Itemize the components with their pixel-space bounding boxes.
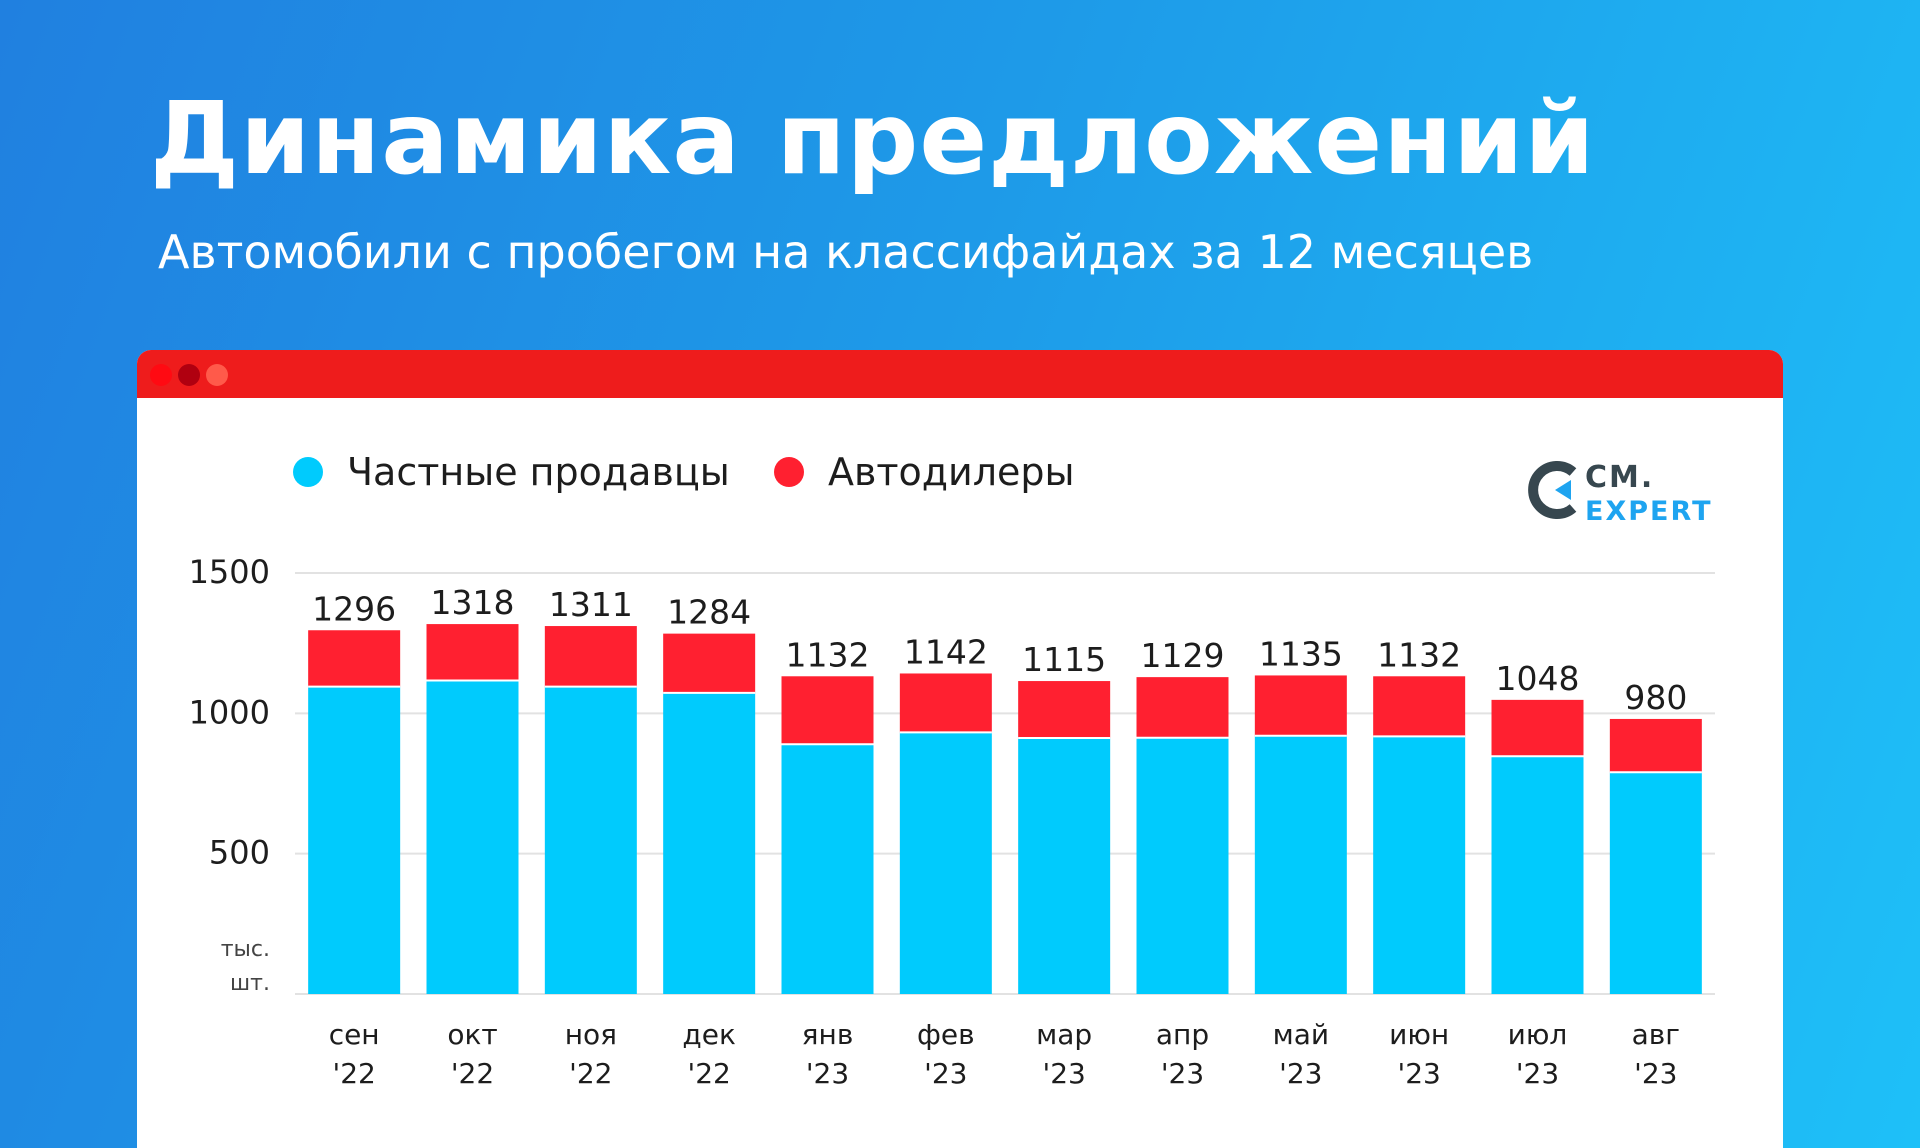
page-subtitle: Автомобили с пробегом на классифайдах за…: [158, 225, 1534, 279]
x-tick-year-label: '23: [1279, 1057, 1322, 1090]
bar-dealers: [426, 624, 519, 681]
y-axis-unit-label: шт.: [230, 971, 270, 996]
bar-dealers: [308, 630, 401, 687]
bar-total-label: 1132: [786, 635, 870, 674]
y-tick-label: 1000: [189, 693, 270, 731]
x-tick-year-label: '23: [1516, 1057, 1559, 1090]
bar-total-label: 980: [1624, 678, 1687, 717]
window-maximize-dot: [206, 364, 228, 386]
bar-private-sellers: [1136, 737, 1229, 994]
bar-total-label: 1142: [904, 632, 988, 671]
bar-private-sellers: [1018, 738, 1111, 994]
legend-private-label: Частные продавцы: [347, 450, 730, 494]
bar-private-sellers: [899, 732, 992, 994]
window-title-bar: [137, 350, 1783, 398]
x-tick-month-label: мар: [1036, 1018, 1092, 1051]
bar-private-sellers: [426, 680, 519, 994]
bar-dealers: [663, 633, 756, 693]
x-tick-month-label: май: [1273, 1018, 1329, 1051]
x-tick-month-label: июл: [1508, 1018, 1568, 1051]
x-tick-year-label: '22: [451, 1057, 494, 1090]
cm-expert-logo: CM. EXPERT: [1527, 458, 1711, 528]
bar-dealers: [1018, 681, 1111, 739]
x-tick-month-label: фев: [917, 1018, 975, 1051]
bar-total-label: 1135: [1259, 634, 1343, 673]
x-tick-year-label: '22: [688, 1057, 731, 1090]
bar-dealers: [1136, 677, 1229, 738]
bar-total-label: 1284: [667, 593, 751, 632]
y-tick-label: 1500: [189, 553, 270, 591]
x-tick-year-label: '23: [1161, 1057, 1204, 1090]
bar-private-sellers: [544, 686, 637, 994]
bar-dealers: [1373, 676, 1466, 737]
bar-private-sellers: [1609, 772, 1702, 994]
legend-dealers: Автодилеры: [774, 450, 1075, 494]
legend-private-dot: [293, 457, 323, 487]
bar-total-label: 1311: [549, 585, 633, 624]
x-tick-month-label: июн: [1389, 1018, 1449, 1051]
bar-private-sellers: [781, 744, 874, 994]
bar-private-sellers: [663, 692, 756, 994]
bar-dealers: [899, 673, 992, 733]
bar-dealers: [1491, 699, 1584, 757]
legend-private-sellers: Частные продавцы: [293, 450, 730, 494]
page-title: Динамика предложений: [150, 80, 1596, 197]
y-tick-label: 500: [209, 834, 270, 872]
bar-dealers: [1254, 675, 1347, 736]
bar-total-label: 1048: [1496, 659, 1580, 698]
bar-total-label: 1318: [431, 583, 515, 622]
legend-dealers-label: Автодилеры: [828, 450, 1075, 494]
bar-private-sellers: [1373, 736, 1466, 994]
x-tick-month-label: дек: [682, 1018, 736, 1051]
x-tick-month-label: янв: [802, 1018, 854, 1051]
x-tick-month-label: авг: [1632, 1018, 1680, 1051]
logo-text-expert: EXPERT: [1585, 496, 1713, 527]
x-tick-year-label: '23: [1398, 1057, 1441, 1090]
x-tick-year-label: '22: [333, 1057, 376, 1090]
x-tick-month-label: ноя: [565, 1018, 617, 1051]
window-close-dot: [150, 364, 172, 386]
x-tick-year-label: '22: [569, 1057, 612, 1090]
bar-total-label: 1115: [1022, 640, 1106, 679]
x-tick-month-label: сен: [329, 1018, 380, 1051]
bar-total-label: 1296: [312, 589, 396, 628]
bar-dealers: [544, 626, 637, 687]
bar-private-sellers: [1254, 735, 1347, 994]
bar-total-label: 1132: [1377, 635, 1461, 674]
x-tick-year-label: '23: [1634, 1057, 1677, 1090]
x-tick-year-label: '23: [1043, 1057, 1086, 1090]
logo-text-cm: CM.: [1585, 460, 1655, 495]
x-tick-month-label: окт: [447, 1018, 497, 1051]
window-minimize-dot: [178, 364, 200, 386]
bar-dealers: [1609, 718, 1702, 773]
bar-dealers: [781, 676, 874, 745]
x-tick-year-label: '23: [806, 1057, 849, 1090]
x-tick-year-label: '23: [924, 1057, 967, 1090]
y-axis-unit-label: тыс.: [221, 937, 270, 962]
bar-private-sellers: [1491, 756, 1584, 994]
legend-dealers-dot: [774, 457, 804, 487]
logo-icon: [1528, 461, 1577, 519]
bar-private-sellers: [308, 686, 401, 994]
x-tick-month-label: апр: [1156, 1018, 1209, 1051]
bar-total-label: 1129: [1141, 636, 1225, 675]
